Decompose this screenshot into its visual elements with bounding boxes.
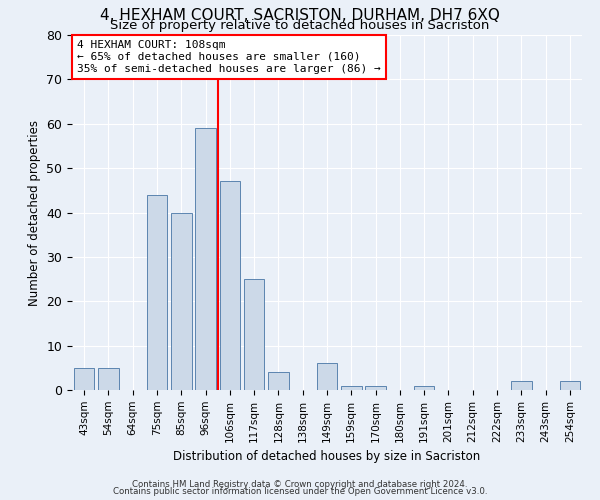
Text: Contains HM Land Registry data © Crown copyright and database right 2024.: Contains HM Land Registry data © Crown c… — [132, 480, 468, 489]
Bar — [171, 212, 191, 390]
Bar — [146, 194, 167, 390]
Bar — [244, 279, 265, 390]
Text: 4, HEXHAM COURT, SACRISTON, DURHAM, DH7 6XQ: 4, HEXHAM COURT, SACRISTON, DURHAM, DH7 … — [100, 8, 500, 22]
Bar — [74, 368, 94, 390]
Bar — [414, 386, 434, 390]
Bar — [195, 128, 216, 390]
Bar — [560, 381, 580, 390]
Bar — [365, 386, 386, 390]
X-axis label: Distribution of detached houses by size in Sacriston: Distribution of detached houses by size … — [173, 450, 481, 463]
Text: Contains public sector information licensed under the Open Government Licence v3: Contains public sector information licen… — [113, 487, 487, 496]
Bar — [317, 364, 337, 390]
Bar — [511, 381, 532, 390]
Bar — [98, 368, 119, 390]
Bar — [220, 182, 240, 390]
Bar — [341, 386, 362, 390]
Text: Size of property relative to detached houses in Sacriston: Size of property relative to detached ho… — [110, 19, 490, 32]
Bar — [268, 372, 289, 390]
Y-axis label: Number of detached properties: Number of detached properties — [28, 120, 41, 306]
Text: 4 HEXHAM COURT: 108sqm
← 65% of detached houses are smaller (160)
35% of semi-de: 4 HEXHAM COURT: 108sqm ← 65% of detached… — [77, 40, 381, 74]
